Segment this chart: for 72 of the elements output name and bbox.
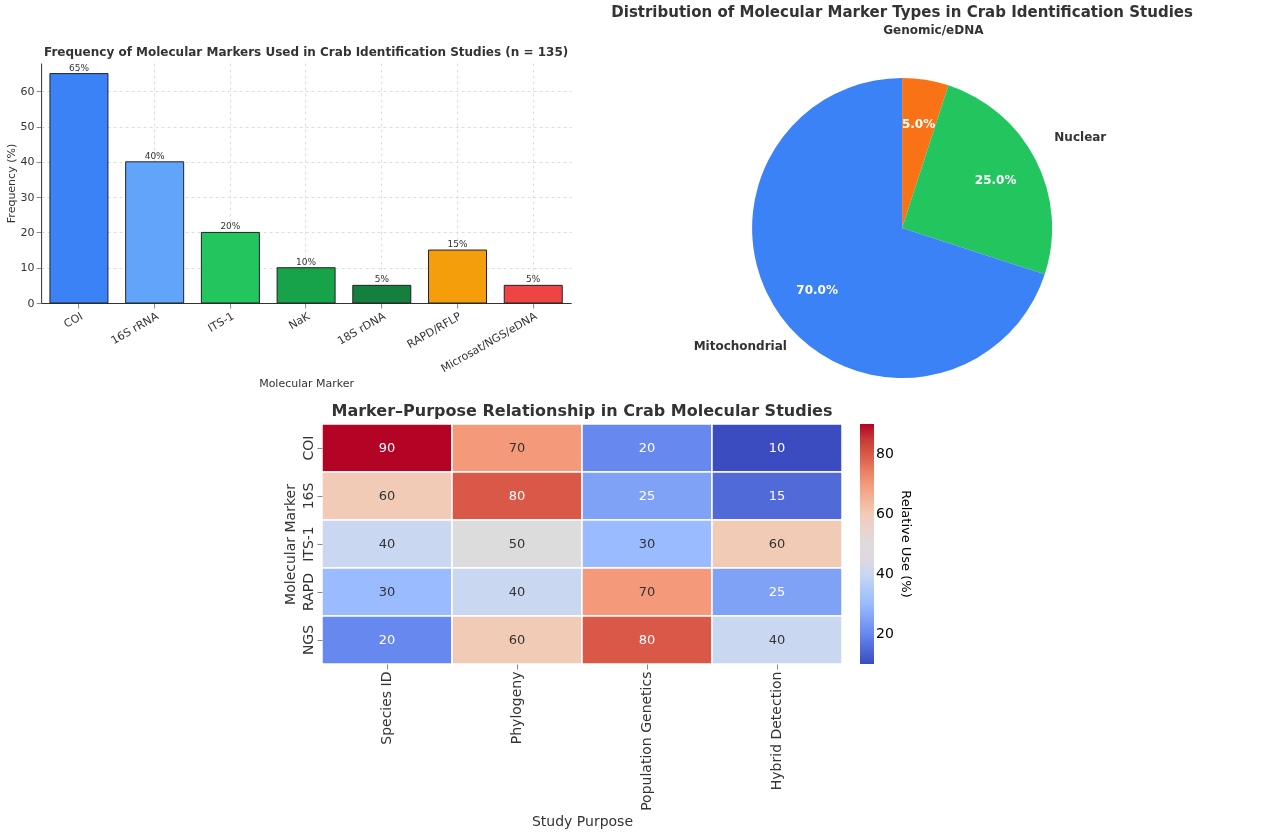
slice-label: Nuclear <box>1054 130 1107 145</box>
pie-slice <box>902 78 949 228</box>
color-bar-label: 40 <box>876 565 894 581</box>
x-axis-title: Molecular Marker <box>259 377 355 391</box>
y-tick-label: 20 <box>20 225 35 239</box>
bar <box>125 161 185 304</box>
data-label: 40 <box>768 632 786 647</box>
data-label: 30 <box>378 584 396 599</box>
bar <box>276 267 336 304</box>
chart-title: Distribution of Molecular Marker Types in Crab Identification Studies <box>611 3 1193 22</box>
y-tick-label: 10 <box>20 261 35 275</box>
data-label: 60 <box>508 632 526 647</box>
y-tick-label: 16S <box>299 482 316 510</box>
x-axis-title: Study Purpose <box>531 812 634 829</box>
data-label: 5% <box>526 274 541 285</box>
y-tick-label: 50 <box>20 120 35 134</box>
data-label: 80 <box>638 632 656 647</box>
y-tick-label: COI <box>299 435 316 461</box>
data-label: 25 <box>768 584 786 599</box>
slice-label: Genomic/eDNA <box>883 23 985 38</box>
data-label: 5.0% <box>901 117 936 132</box>
data-label: 60 <box>768 536 786 551</box>
y-tick-label: NGS <box>299 624 316 656</box>
y-axis-title: Molecular Marker <box>281 483 298 605</box>
data-label: 15% <box>447 239 468 250</box>
data-label: 80 <box>508 488 526 503</box>
y-tick-label: 60 <box>20 84 35 98</box>
x-tick-label: Population Genetics <box>638 671 654 811</box>
data-label: 10% <box>296 256 317 267</box>
x-tick-label: NaK <box>286 309 313 332</box>
bar <box>428 249 488 304</box>
data-label: 20% <box>220 221 241 232</box>
pie-slice <box>902 85 1052 275</box>
y-tick-label: ITS-1 <box>299 526 316 562</box>
data-label: 5% <box>374 274 390 285</box>
data-label: 20 <box>638 440 656 455</box>
y-tick-label: 40 <box>20 155 35 169</box>
data-label: 25.0% <box>974 173 1017 188</box>
x-tick-label: Species ID <box>378 671 394 745</box>
data-label: 25 <box>638 488 656 503</box>
x-tick-label: COI <box>61 309 85 331</box>
data-label: 70 <box>508 440 526 455</box>
data-label: 40 <box>508 584 526 599</box>
color-bar-label: 80 <box>876 445 894 461</box>
data-label: 40 <box>378 536 396 551</box>
slice-label: Mitochondrial <box>693 338 787 353</box>
data-label: 90 <box>378 440 396 455</box>
bar <box>503 284 563 304</box>
y-axis-title: Frequency (%) <box>4 143 18 224</box>
data-label: 10 <box>768 440 786 455</box>
data-label: 50 <box>508 536 526 551</box>
y-tick-label: RAPD <box>299 573 316 611</box>
color-bar-title: Relative Use (%) <box>899 490 914 598</box>
data-label: 60 <box>378 488 396 503</box>
data-label: 70 <box>638 584 656 599</box>
data-label: 65% <box>68 62 90 73</box>
data-label: 15 <box>768 488 786 503</box>
color-bar-label: 60 <box>876 505 894 521</box>
data-label: 70.0% <box>796 282 838 297</box>
x-tick-label: Hybrid Detection <box>768 671 784 791</box>
bar <box>49 73 109 304</box>
x-tick-label: Phylogeny <box>508 671 524 745</box>
bar <box>200 231 260 304</box>
data-label: 40% <box>144 150 166 161</box>
chart-title: Frequency of Molecular Markers Used in Crab Identification Studies (n = 135) <box>43 45 569 59</box>
chart-title: Marker–Purpose Relationship in Crab Molecular Studies <box>331 401 833 421</box>
color-bar-label: 20 <box>876 625 894 641</box>
bar <box>352 284 412 304</box>
y-tick-label: 30 <box>20 190 35 204</box>
y-tick-label: 0 <box>27 296 35 310</box>
data-label: 20 <box>378 632 396 647</box>
data-label: 30 <box>638 536 656 551</box>
